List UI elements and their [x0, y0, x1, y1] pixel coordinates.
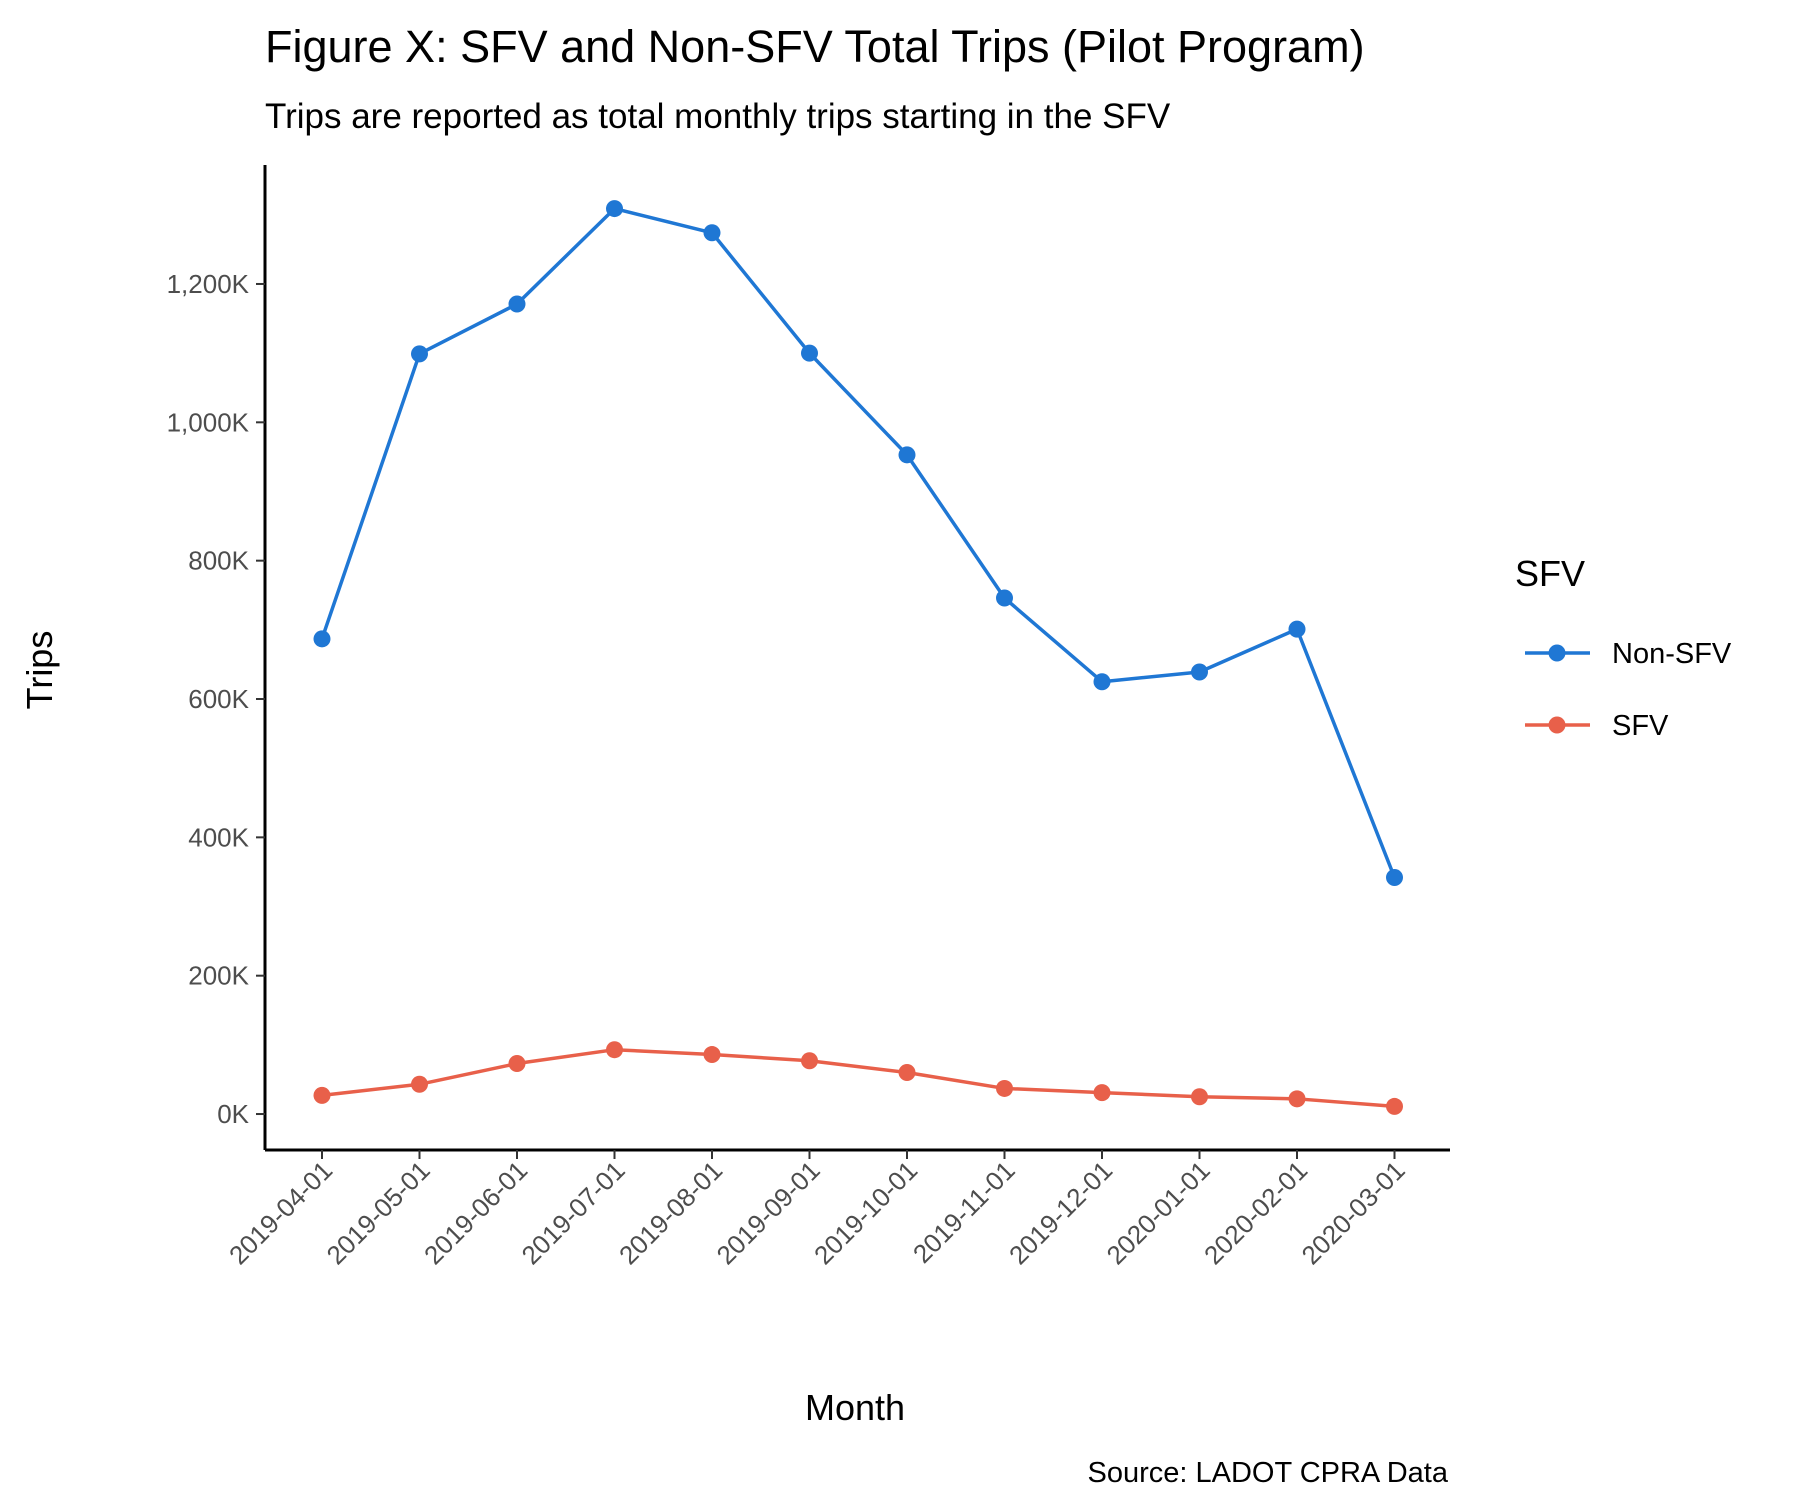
x-tick-label: 2019-09-01 — [710, 1155, 825, 1270]
data-point — [801, 344, 818, 362]
data-point — [1191, 1088, 1208, 1106]
legend-label: SFV — [1612, 710, 1669, 742]
y-tick-label: 1,200K — [167, 269, 250, 299]
y-tick-label: 200K — [188, 961, 249, 991]
x-tick-label: 2019-12-01 — [1003, 1155, 1118, 1270]
x-tick-label: 2019-06-01 — [418, 1155, 533, 1270]
data-point — [996, 589, 1013, 607]
x-tick-label: 2020-03-01 — [1295, 1155, 1410, 1270]
chart-caption: Source: LADOT CPRA Data — [1087, 1457, 1448, 1489]
data-point — [1288, 620, 1306, 638]
data-point — [313, 630, 331, 648]
chart-title: Figure X: SFV and Non-SFV Total Trips (P… — [265, 21, 1365, 72]
data-point — [1288, 1090, 1306, 1108]
data-point — [1093, 673, 1111, 691]
data-point — [898, 1064, 916, 1082]
data-point — [801, 1052, 818, 1070]
legend-title: SFV — [1515, 553, 1585, 594]
data-point — [996, 1079, 1013, 1097]
data-point — [1386, 868, 1403, 886]
legend-key-point — [1548, 716, 1566, 734]
legend-key-point — [1548, 644, 1566, 662]
data-point — [508, 1055, 526, 1073]
series-line — [320, 206, 1397, 879]
data-point — [1386, 1097, 1403, 1115]
data-point — [508, 295, 526, 313]
y-tick-label: 400K — [188, 822, 249, 852]
x-tick-label: 2020-02-01 — [1198, 1155, 1313, 1270]
chart-subtitle: Trips are reported as total monthly trip… — [265, 97, 1171, 136]
data-point — [411, 1075, 428, 1093]
legend-label: Non-SFV — [1612, 638, 1732, 670]
data-point — [1191, 663, 1208, 681]
data-point — [1093, 1084, 1111, 1102]
y-tick-label: 1,000K — [167, 407, 250, 437]
series-line — [321, 1047, 1395, 1109]
data-point — [313, 1086, 331, 1104]
y-tick-label: 0K — [217, 1099, 249, 1129]
x-tick-label: 2020-01-01 — [1100, 1155, 1215, 1270]
y-tick-label: 600K — [188, 684, 249, 714]
legend: Non-SFV SFV — [1525, 638, 1732, 742]
data-point — [898, 446, 916, 464]
x-tick-label: 2019-05-01 — [320, 1155, 435, 1270]
data-point — [703, 224, 721, 242]
data-point — [703, 1046, 721, 1064]
data-point — [606, 1041, 623, 1059]
x-tick-label: 2019-04-01 — [223, 1155, 338, 1270]
x-tick-label: 2019-08-01 — [613, 1155, 728, 1270]
plot-area: 0K 200K 400K 600K 800K 1,000K 1,200K 2019-04-01… — [167, 165, 1450, 1270]
x-tick-label: 2019-11-01 — [907, 1155, 1021, 1269]
x-axis-title: Month — [805, 1387, 905, 1428]
x-tick-label: 2019-07-01 — [515, 1155, 630, 1270]
x-tick-label: 2019-10-01 — [808, 1155, 923, 1270]
data-point — [606, 200, 623, 218]
data-point — [411, 345, 428, 363]
y-axis-title: Trips — [19, 631, 60, 710]
y-tick-label: 800K — [188, 546, 249, 576]
